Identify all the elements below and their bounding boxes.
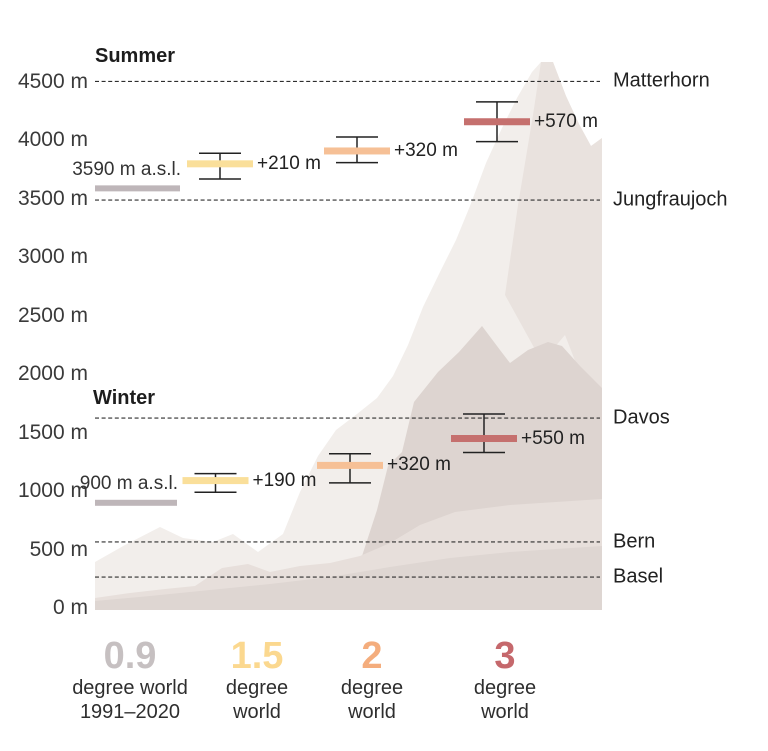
delta-label-winter-3: +550 m (521, 427, 585, 449)
bar-summer-2 (324, 147, 390, 155)
y-tick-3500: 3500 m (17, 186, 88, 210)
y-tick-500: 500 m (29, 537, 88, 561)
baseline-label-summer: 3590 m a.s.l. (72, 158, 181, 180)
y-tick-2000: 2000 m (17, 362, 88, 386)
reference-label-davos: Davos (613, 406, 670, 429)
scenario-number-2: 2 (361, 635, 383, 677)
scenario-number-0.9: 0.9 (103, 635, 157, 677)
mountain-peak-shadow (505, 62, 602, 430)
delta-label-winter-1.5: +190 m (252, 469, 317, 491)
y-tick-3000: 3000 m (17, 245, 88, 269)
scenario-line-3-0: degree (473, 677, 537, 699)
scenario-column-1.5: 1.5 degree world (167, 636, 347, 724)
scenario-number-3: 3 (494, 635, 516, 677)
season-title-summer: Summer (95, 45, 176, 67)
delta-label-summer-3: +570 m (534, 110, 598, 132)
reference-lines (95, 80, 600, 578)
scenario-line-1.5-0: degree (225, 677, 289, 699)
reference-label-jungfraujoch: Jungfraujoch (613, 188, 728, 211)
scenario-column-3: 3 degree world (415, 636, 595, 724)
y-tick-1000: 1000 m (17, 479, 88, 503)
scenario-line-0.9-1: 1991–2020 (79, 701, 181, 723)
bar-winter-1.5 (182, 477, 249, 485)
scenario-line-1.5-1: world (233, 701, 281, 723)
delta-label-winter-2: +320 m (387, 454, 451, 476)
scenario-column-2: 2 degree world (282, 636, 462, 724)
y-tick-4000: 4000 m (17, 128, 88, 152)
reference-label-matterhorn: Matterhorn (613, 69, 710, 92)
bar-summer-3 (464, 118, 530, 126)
delta-label-summer-2: +320 m (394, 139, 458, 161)
y-tick-2500: 2500 m (17, 303, 88, 327)
scenario-line-2-1: world (348, 701, 396, 723)
elevation-bars (95, 118, 530, 506)
mountain-silhouette (95, 62, 602, 610)
scenario-number-1.5: 1.5 (230, 635, 284, 677)
bar-winter-2 (317, 461, 383, 469)
y-tick-1500: 1500 m (17, 420, 88, 444)
baseline-bar-summer (95, 185, 180, 192)
baseline-label-winter: 900 m a.s.l. (79, 473, 178, 495)
scenario-line-3-1: world (481, 701, 529, 723)
y-tick-4500: 4500 m (17, 70, 88, 93)
foreground-band (95, 546, 602, 610)
baseline-bar-winter (95, 499, 177, 506)
y-tick-0: 0 m (52, 596, 88, 619)
bar-winter-3 (451, 435, 517, 443)
scenario-line-2-0: degree (340, 677, 404, 699)
scenario-line-0.9-0: degree world (72, 677, 188, 699)
reference-label-bern: Bern (613, 530, 656, 553)
scenario-column-0.9: 0.9 degree world 1991–2020 (40, 636, 220, 724)
season-title-winter: Winter (93, 387, 156, 409)
reference-label-basel: Basel (613, 565, 664, 588)
delta-label-summer-1.5: +210 m (257, 152, 321, 174)
bar-summer-1.5 (187, 160, 253, 168)
